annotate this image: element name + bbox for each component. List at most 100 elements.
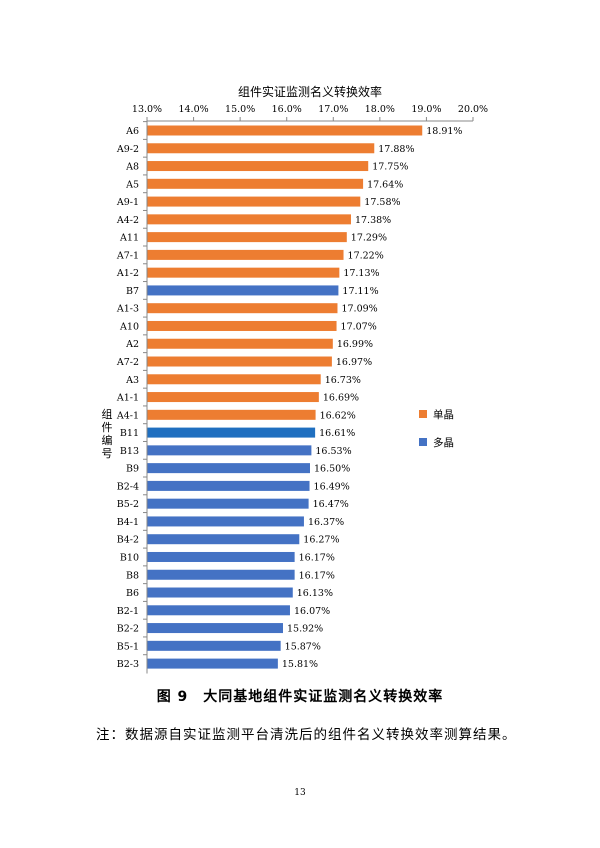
bar [147,587,293,598]
category-label: B2-3 [117,659,139,670]
chart-title: 组件实证监测名义转换效率 [238,84,382,99]
category-label: A4-1 [116,410,139,421]
data-label: 17.58% [364,197,400,208]
x-tick-label: 15.0% [225,104,255,115]
bar [147,658,278,669]
category-label: B4-1 [117,517,139,528]
category-label: B5-2 [117,499,139,510]
category-label: B2-1 [117,606,139,617]
data-label: 15.92% [287,624,323,635]
data-label: 15.81% [282,659,318,670]
bar [147,463,310,474]
bar [147,534,300,545]
bar [147,214,351,225]
data-label: 17.88% [378,144,414,155]
category-label: A4-2 [116,215,139,226]
data-label: 17.22% [348,250,384,261]
bar [147,320,337,331]
category-label: A2 [125,339,139,350]
category-label: A8 [125,162,139,173]
data-label: 17.13% [343,268,379,279]
bar [147,480,310,491]
bar [147,498,309,509]
bar [147,640,281,651]
category-label: B11 [120,428,139,439]
category-label: A1-2 [116,268,139,279]
data-label: 17.07% [341,321,377,332]
data-label: 16.62% [320,410,356,421]
category-label: A7-1 [116,250,139,261]
data-label: 16.53% [315,446,351,457]
bar [147,445,312,456]
category-label: A6 [125,126,139,137]
legend-swatch [419,438,427,446]
data-label: 16.27% [303,535,339,546]
data-label: 17.38% [355,215,391,226]
y-axis-label-char: 号 [102,447,113,460]
x-tick-label: 13.0% [132,104,162,115]
category-label: A5 [125,179,139,190]
bar [147,516,304,527]
legend-swatch [419,410,427,418]
data-label: 16.97% [336,357,372,368]
bar [147,374,321,385]
bar [147,338,333,349]
bar [147,249,344,260]
page-number: 13 [294,788,306,798]
bar [147,285,339,296]
data-label: 18.91% [426,126,462,137]
bar [147,178,364,189]
category-label: B13 [120,446,139,457]
data-label: 17.09% [341,304,377,315]
x-tick-label: 20.0% [458,104,488,115]
category-label: A9-2 [116,144,139,155]
data-label: 16.47% [313,499,349,510]
category-label: B2-2 [117,624,139,635]
data-label: 17.64% [367,179,403,190]
category-label: B10 [120,552,139,563]
data-label: 16.49% [314,481,350,492]
y-axis-label-char: 组 [102,407,113,421]
bar [147,409,316,420]
x-tick-label: 18.0% [365,104,395,115]
data-label: 16.69% [323,393,359,404]
category-label: B8 [126,570,139,581]
bar [147,427,316,438]
x-tick-label: 14.0% [178,104,208,115]
data-label: 17.29% [351,233,387,244]
data-label: 16.50% [314,464,350,475]
bar [147,551,295,562]
data-label: 16.17% [299,570,335,581]
bar [147,623,283,634]
category-label: B5-1 [117,641,139,652]
data-label: 16.13% [297,588,333,599]
data-label: 16.73% [325,375,361,386]
bar [147,392,319,403]
bar [147,196,361,207]
category-label: A1-1 [116,393,139,404]
data-label: 16.07% [294,606,330,617]
bar [147,232,347,243]
figure-caption: 图 9 大同基地组件实证监测名义转换效率 [156,689,444,705]
bar [147,356,332,367]
legend-label: 多晶 [433,436,454,449]
data-label: 17.11% [342,286,378,297]
bar [147,161,369,172]
category-label: A1-3 [116,304,139,315]
category-label: A7-2 [116,357,139,368]
x-tick-label: 19.0% [411,104,441,115]
bar [147,569,295,580]
category-label: B9 [126,464,139,475]
data-label: 16.61% [319,428,355,439]
y-axis-label-char: 编 [102,433,113,447]
bar [147,605,290,616]
data-label: 17.75% [372,162,408,173]
category-label: A10 [119,321,139,332]
data-label: 16.37% [308,517,344,528]
category-label: B6 [126,588,139,599]
category-label: A9-1 [116,197,139,208]
bar [147,125,423,136]
category-label: B4-2 [117,535,139,546]
x-tick-label: 16.0% [272,104,302,115]
category-label: B7 [126,286,139,297]
